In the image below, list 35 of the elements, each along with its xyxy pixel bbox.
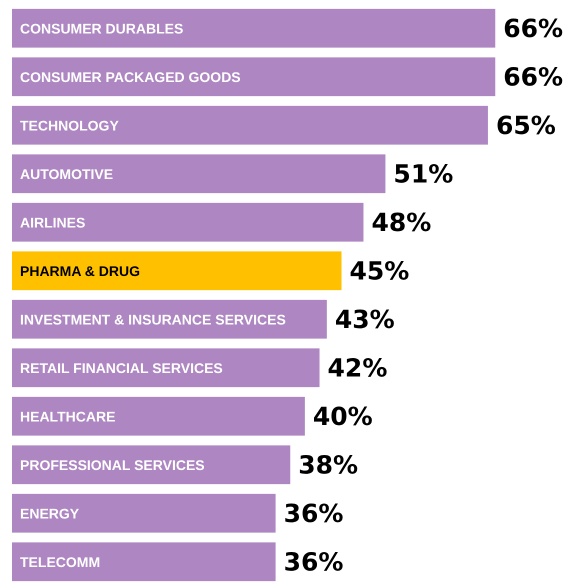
y-tick-label: PHARMA & DRUG — [20, 262, 140, 279]
y-tick-label: AIRLINES — [20, 214, 86, 230]
bar — [12, 251, 342, 290]
y-tick-label: PROFESSIONAL SERVICES — [20, 456, 205, 473]
data-label: 43% — [334, 304, 395, 334]
bar — [12, 57, 496, 96]
data-label: 65% — [496, 110, 556, 140]
data-label: 66% — [503, 62, 564, 92]
y-tick-label: TELECOMM — [20, 554, 100, 570]
data-label: 48% — [371, 208, 432, 237]
bar — [12, 396, 305, 436]
bar — [12, 445, 290, 484]
bar — [12, 494, 276, 533]
bar — [12, 8, 496, 48]
data-label: 36% — [284, 498, 344, 528]
bar — [12, 348, 320, 388]
data-label: 51% — [393, 159, 454, 188]
y-tick-label: INVESTMENT & INSURANCE SERVICES — [20, 311, 286, 328]
bar — [12, 106, 488, 145]
data-label: 38% — [298, 450, 358, 480]
bar — [12, 154, 386, 194]
y-tick-label: ENERGY — [20, 505, 80, 522]
y-tick-label: RETAIL FINANCIAL SERVICES — [20, 360, 223, 376]
data-label: 66% — [503, 14, 564, 43]
data-label: 42% — [328, 353, 388, 382]
bar — [12, 542, 276, 582]
y-tick-label: AUTOMOTIVE — [20, 166, 114, 182]
y-tick-label: HEALTHCARE — [20, 408, 116, 424]
y-tick-label: TECHNOLOGY — [20, 117, 120, 134]
y-tick-label: CONSUMER PACKAGED GOODS — [20, 68, 241, 85]
data-label: 36% — [284, 547, 344, 576]
data-label: 40% — [312, 402, 373, 431]
y-tick-label: CONSUMER DURABLES — [20, 20, 184, 36]
bar — [12, 202, 364, 242]
data-label: 45% — [349, 256, 410, 286]
